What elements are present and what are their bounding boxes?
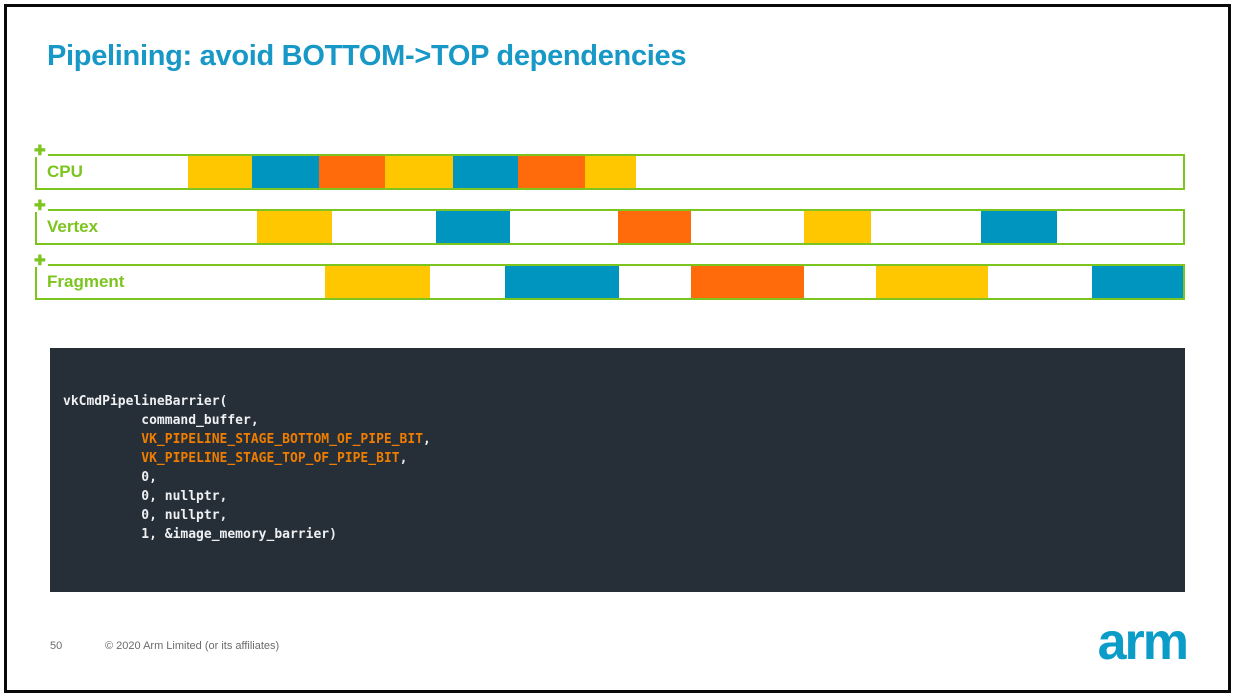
work-block-blue: [252, 156, 319, 188]
copyright-text: © 2020 Arm Limited (or its affiliates): [105, 640, 280, 652]
work-block-yellow: [257, 211, 332, 243]
fragment-work-blocks: [37, 266, 1183, 298]
arm-logo: arm: [1097, 613, 1189, 671]
code-line: VK_PIPELINE_STAGE_BOTTOM_OF_PIPE_BIT,: [141, 432, 431, 447]
code-line: 0,: [63, 470, 157, 485]
code-line: 0, nullptr,: [63, 508, 228, 523]
work-block-yellow: [803, 211, 872, 243]
work-block-blue: [504, 266, 620, 298]
code-lines: vkCmdPipelineBarrier( command_buffer, VK…: [63, 392, 1171, 544]
work-block-yellow: [584, 156, 637, 188]
code-block: vkCmdPipelineBarrier( command_buffer, VK…: [50, 348, 1185, 592]
work-block-blue: [1092, 266, 1183, 298]
cpu-timeline-bar: ✚ CPU: [32, 143, 1185, 190]
code-line: vkCmdPipelineBarrier(: [63, 394, 228, 409]
vertex-row-label: Vertex: [47, 217, 99, 236]
plus-icon: ✚: [32, 252, 48, 268]
work-block-yellow: [385, 156, 453, 188]
code-line: VK_PIPELINE_STAGE_TOP_OF_PIPE_BIT,: [141, 451, 408, 466]
work-block-yellow: [324, 266, 431, 298]
work-block-blue: [435, 211, 511, 243]
code-line: command_buffer,: [63, 413, 259, 428]
plus-icon: ✚: [32, 142, 48, 158]
work-block-yellow: [188, 156, 253, 188]
work-block-blue: [452, 156, 519, 188]
work-block-yellow: [875, 266, 989, 298]
plus-icon: ✚: [32, 197, 48, 213]
code-line: 1, &image_memory_barrier): [63, 527, 337, 542]
work-block-orange: [618, 211, 692, 243]
work-block-orange: [691, 266, 804, 298]
vertex-timeline-bar: ✚ Vertex: [32, 198, 1185, 245]
work-block-orange: [318, 156, 386, 188]
page-number: 50: [50, 640, 63, 652]
vertex-work-blocks: [37, 211, 1183, 243]
cpu-row-label: CPU: [47, 162, 83, 181]
code-line: 0, nullptr,: [63, 489, 228, 504]
work-block-orange: [518, 156, 585, 188]
fragment-row-label: Fragment: [47, 272, 125, 291]
work-block-blue: [981, 211, 1057, 243]
slide-title: Pipelining: avoid BOTTOM->TOP dependenci…: [47, 40, 687, 72]
cpu-work-blocks: [37, 156, 1183, 188]
fragment-timeline-bar: ✚ Fragment: [32, 253, 1185, 300]
